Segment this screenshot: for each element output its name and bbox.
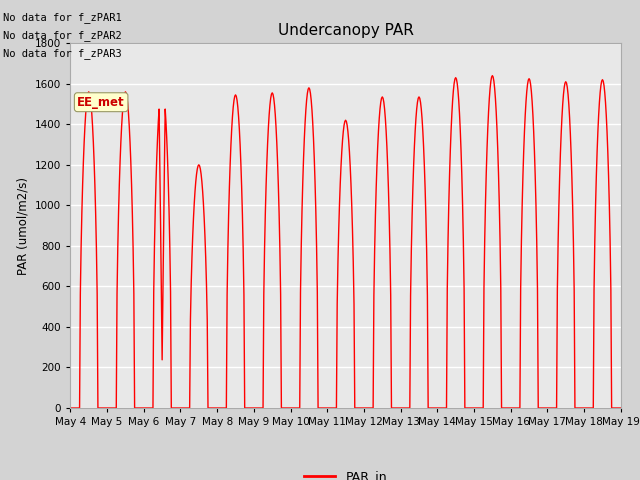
Text: No data for f_zPAR3: No data for f_zPAR3	[3, 48, 122, 60]
Title: Undercanopy PAR: Undercanopy PAR	[278, 23, 413, 38]
Text: No data for f_zPAR1: No data for f_zPAR1	[3, 12, 122, 23]
Y-axis label: PAR (umol/m2/s): PAR (umol/m2/s)	[17, 177, 29, 275]
Text: EE_met: EE_met	[77, 96, 125, 108]
Text: No data for f_zPAR2: No data for f_zPAR2	[3, 30, 122, 41]
Legend: PAR_in: PAR_in	[299, 465, 392, 480]
